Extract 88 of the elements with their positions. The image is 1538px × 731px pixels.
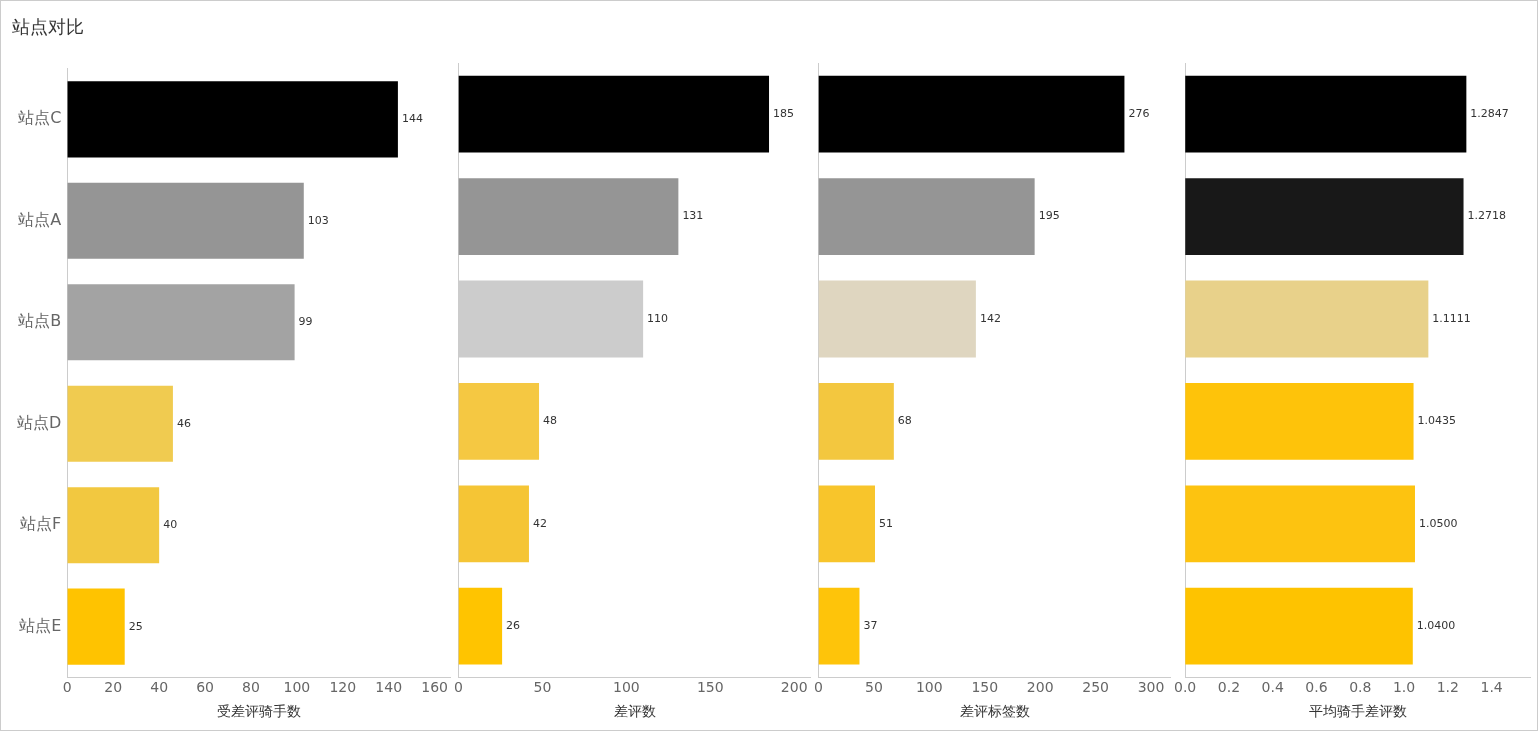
bar — [67, 487, 160, 564]
x-tick-label: 160 — [421, 679, 449, 696]
bar — [1185, 485, 1415, 563]
x-tick-label: 0 — [453, 679, 463, 696]
x-tick-label: 0.0 — [1174, 679, 1197, 696]
data-label: 37 — [863, 619, 878, 633]
data-label: 110 — [647, 311, 669, 325]
bar — [67, 81, 398, 158]
data-label: 1.0500 — [1418, 516, 1458, 530]
x-tick-label: 20 — [104, 679, 123, 696]
bar — [458, 75, 770, 153]
x-tick-label: 0.8 — [1349, 679, 1372, 696]
x-tick-label: 100 — [612, 679, 640, 696]
data-label: 26 — [506, 619, 521, 633]
x-tick-label: 140 — [375, 679, 403, 696]
x-tick-label: 80 — [242, 679, 260, 696]
bar — [818, 280, 976, 358]
data-label: 51 — [878, 516, 893, 530]
x-tick-label: 200 — [1026, 679, 1054, 696]
bar — [458, 178, 679, 255]
x-tick-label: 100 — [283, 679, 311, 696]
x-tick-label: 150 — [696, 679, 724, 696]
x-tick-label: 300 — [1137, 679, 1165, 696]
bar — [1185, 587, 1413, 665]
x-tick-label: 0 — [813, 679, 823, 696]
x-tick-label: 50 — [864, 679, 883, 696]
x-tick-label: 120 — [329, 679, 357, 696]
y-tick-label: 站点F — [20, 514, 62, 534]
data-label: 99 — [298, 315, 313, 329]
bar — [458, 485, 529, 563]
y-tick-label: 站点B — [18, 311, 62, 331]
y-tick-label: 站点E — [19, 615, 62, 635]
data-label: 1.2718 — [1467, 209, 1507, 223]
data-label: 68 — [897, 414, 912, 428]
data-label: 40 — [163, 518, 178, 532]
bar — [818, 587, 860, 665]
data-label: 1.0435 — [1417, 414, 1457, 428]
x-tick-label: 40 — [150, 679, 169, 696]
bar — [458, 587, 503, 665]
bar — [818, 383, 894, 460]
x-tick-label: 0.6 — [1305, 679, 1328, 696]
data-label: 1.0400 — [1416, 619, 1456, 633]
x-tick-label: 50 — [533, 679, 552, 696]
data-label: 46 — [176, 416, 191, 430]
x-axis-title: 差评数 — [613, 703, 656, 720]
bar — [818, 485, 875, 563]
data-label: 185 — [773, 107, 795, 121]
x-axis-title: 受差评骑手数 — [217, 703, 302, 720]
x-tick-label: 1.2 — [1436, 679, 1459, 696]
bar — [1185, 280, 1429, 358]
x-tick-label: 100 — [915, 679, 943, 696]
bar — [818, 75, 1125, 153]
x-tick-label: 0.2 — [1217, 679, 1241, 696]
bar — [1185, 178, 1464, 255]
data-label: 276 — [1128, 107, 1150, 121]
data-label: 1.1111 — [1432, 311, 1471, 325]
y-tick-label: 站点D — [16, 412, 62, 432]
bar — [818, 178, 1035, 255]
x-tick-label: 0.4 — [1261, 679, 1284, 696]
data-label: 103 — [307, 213, 329, 227]
x-tick-label: 150 — [971, 679, 999, 696]
x-axis-title: 差评标签数 — [959, 703, 1030, 720]
x-tick-label: 1.4 — [1480, 679, 1503, 696]
bar — [67, 385, 173, 462]
bar — [1185, 75, 1467, 153]
y-tick-label: 站点A — [18, 209, 62, 229]
x-tick-label: 0 — [62, 679, 72, 696]
data-label: 1.2847 — [1470, 107, 1509, 121]
data-label: 48 — [543, 414, 558, 428]
chart-title: 站点对比 — [12, 15, 84, 39]
data-label: 142 — [979, 311, 1001, 325]
bar — [67, 182, 304, 259]
bar — [458, 383, 540, 460]
x-tick-label: 60 — [196, 679, 214, 696]
bar — [67, 588, 125, 665]
data-label: 42 — [532, 516, 547, 530]
bar — [458, 280, 644, 358]
data-label: 25 — [128, 619, 143, 633]
bar — [1185, 383, 1414, 460]
x-axis-title: 平均骑手差评数 — [1309, 703, 1408, 720]
x-tick-label: 250 — [1082, 679, 1109, 696]
data-label: 195 — [1038, 209, 1060, 223]
x-tick-label: 200 — [780, 679, 808, 696]
x-tick-label: 1.0 — [1392, 679, 1416, 696]
data-label: 131 — [682, 209, 704, 223]
bar — [67, 284, 295, 361]
y-tick-label: 站点C — [18, 108, 62, 128]
data-label: 144 — [401, 112, 423, 126]
